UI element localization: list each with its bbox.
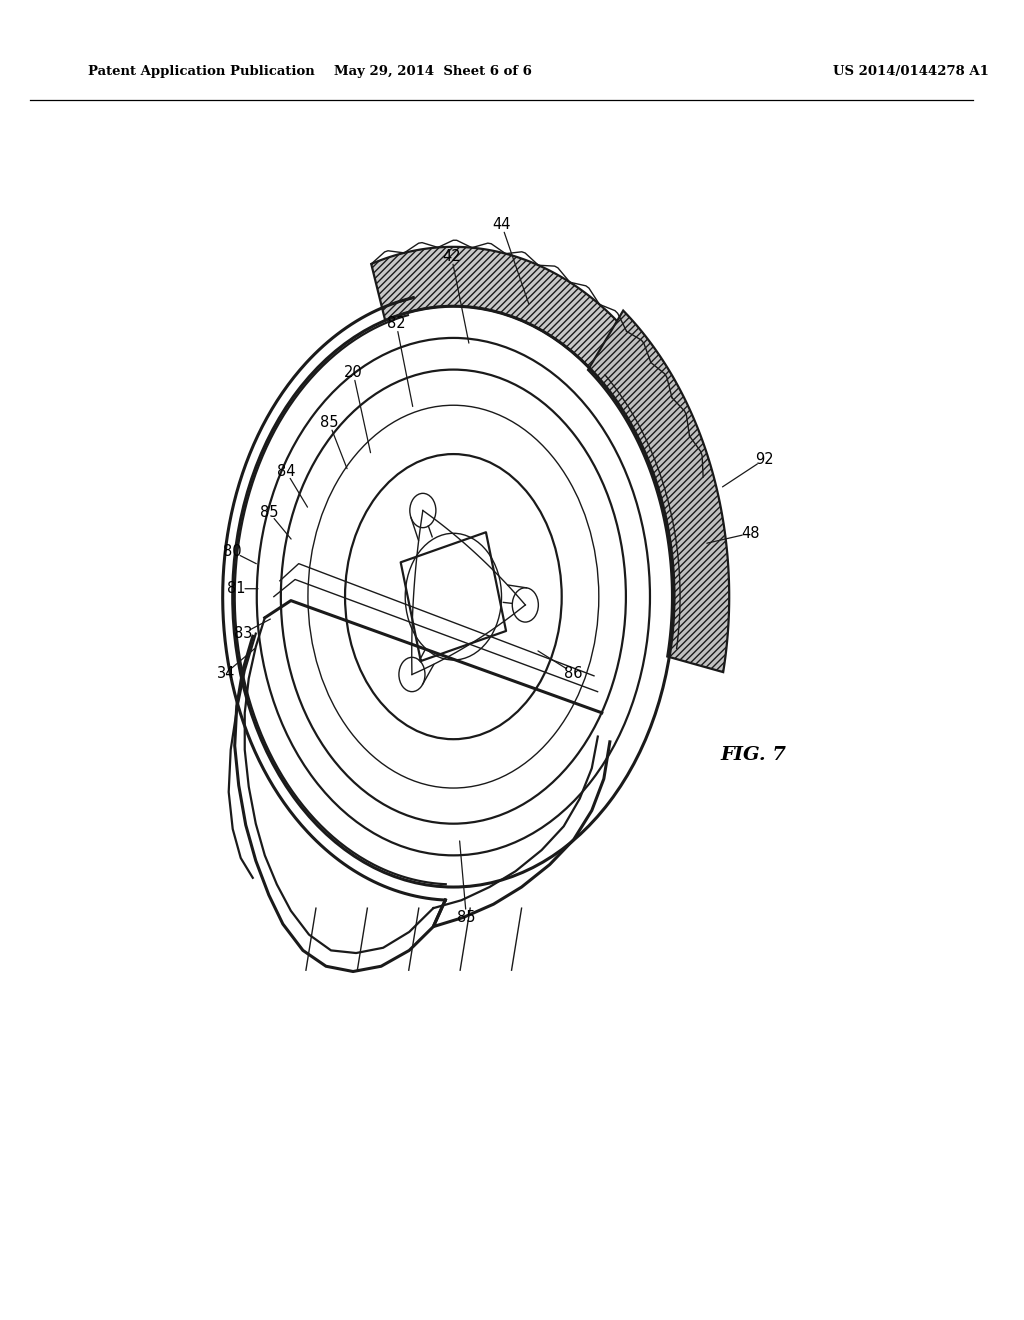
Text: May 29, 2014  Sheet 6 of 6: May 29, 2014 Sheet 6 of 6 bbox=[335, 66, 532, 78]
Text: FIG. 7: FIG. 7 bbox=[720, 746, 786, 764]
Text: 80: 80 bbox=[223, 544, 242, 560]
Text: 84: 84 bbox=[276, 463, 295, 479]
Text: 86: 86 bbox=[564, 665, 583, 681]
Text: 20: 20 bbox=[344, 364, 362, 380]
Text: 81: 81 bbox=[227, 581, 246, 597]
Text: 48: 48 bbox=[741, 525, 760, 541]
Text: 83: 83 bbox=[233, 626, 252, 642]
Text: 85: 85 bbox=[457, 909, 476, 925]
Text: 44: 44 bbox=[493, 216, 511, 232]
Text: 85: 85 bbox=[319, 414, 338, 430]
Polygon shape bbox=[588, 310, 729, 672]
Text: US 2014/0144278 A1: US 2014/0144278 A1 bbox=[833, 66, 988, 78]
Polygon shape bbox=[372, 247, 703, 498]
Text: 92: 92 bbox=[755, 451, 773, 467]
Text: 82: 82 bbox=[387, 315, 406, 331]
Text: 42: 42 bbox=[442, 248, 461, 264]
Text: 34: 34 bbox=[216, 665, 234, 681]
Text: 85: 85 bbox=[259, 504, 279, 520]
Text: Patent Application Publication: Patent Application Publication bbox=[88, 66, 315, 78]
